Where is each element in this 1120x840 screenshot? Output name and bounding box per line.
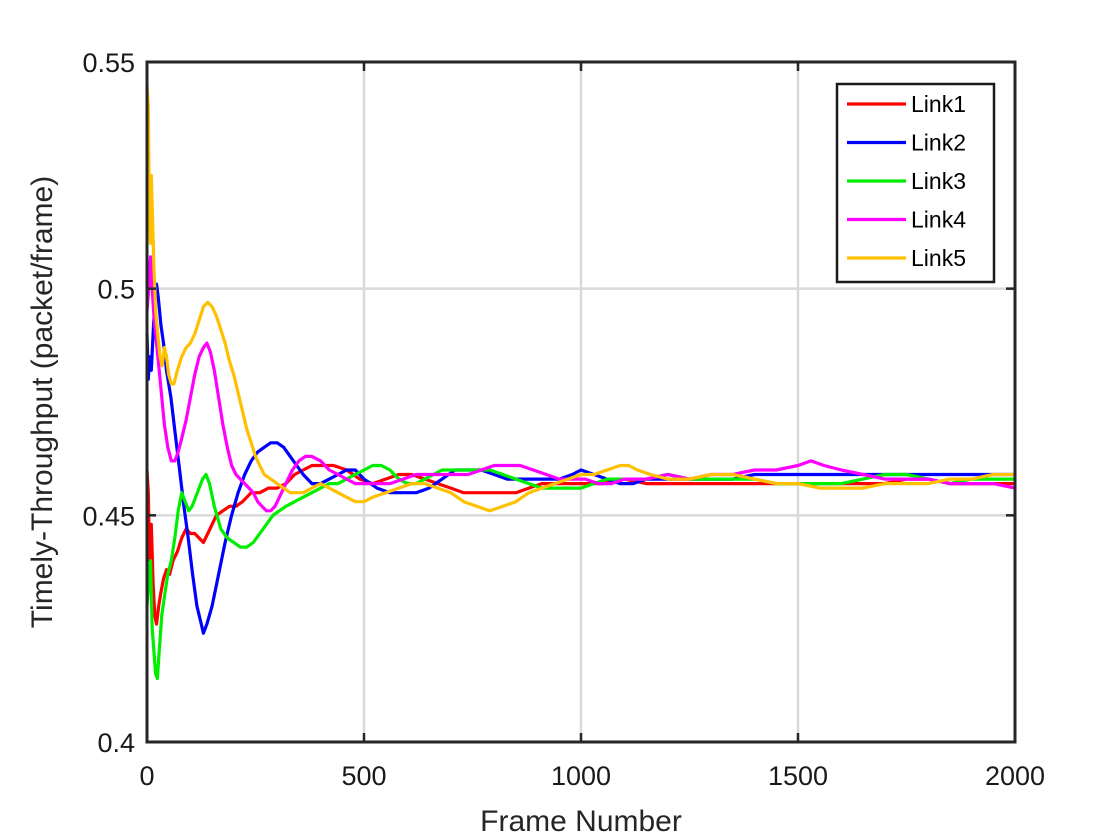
y-tick-label: 0.5 (97, 275, 135, 305)
y-tick-label: 0.55 (82, 48, 135, 78)
x-tick-label: 1000 (551, 761, 611, 791)
grid (147, 62, 1015, 742)
x-tick-label: 2000 (985, 761, 1045, 791)
legend-label-link3: Link3 (911, 168, 966, 194)
legend-label-link2: Link2 (911, 130, 966, 156)
legend: Link1 Link2 Link3 Link4 Link5 (835, 82, 996, 284)
axis-ticks (145, 60, 1017, 744)
series-lines (145, 83, 1017, 681)
x-tick-label: 0 (139, 761, 154, 791)
legend-label-link5: Link5 (911, 245, 966, 271)
legend-label-link4: Link4 (911, 207, 966, 233)
legend-label-link1: Link1 (911, 91, 966, 117)
x-tick-label: 1500 (768, 761, 828, 791)
y-axis-label: Timely-Throughput (packet/frame) (26, 176, 59, 628)
y-tick-label: 0.4 (97, 728, 135, 758)
x-tick-labels: 0 500 1000 1500 2000 (139, 761, 1045, 791)
y-tick-labels: 0.4 0.45 0.5 0.55 (82, 48, 135, 758)
series-line-link5 (145, 83, 1017, 513)
x-tick-label: 500 (341, 761, 386, 791)
series-line-link3 (145, 463, 1017, 681)
legend-box (835, 82, 996, 284)
x-axis-label: Frame Number (480, 805, 682, 838)
y-tick-label: 0.45 (82, 501, 135, 531)
